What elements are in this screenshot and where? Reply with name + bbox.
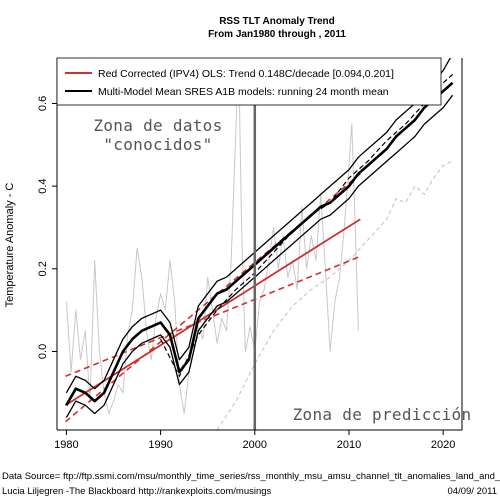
chart-title: RSS TLT Anomaly Trend xyxy=(219,16,335,27)
legend: Red Corrected (IPV4) OLS: Trend 0.148C/d… xyxy=(56,57,442,106)
y-tick-label: 0.0 xyxy=(37,344,49,359)
axes-layer: 1980 1990 2000 2010 2020 0.0 0.2 0.4 0.6 xyxy=(37,58,463,451)
y-axis-label: Temperature Anomaly - C xyxy=(4,183,16,308)
x-tick-label: 2010 xyxy=(337,439,361,451)
zone-known-line2: "conocidos" xyxy=(103,135,212,154)
x-tick-label: 2020 xyxy=(431,439,455,451)
y-tick-label: 0.2 xyxy=(37,261,49,276)
footer-author: Lucia Liljegren -The Blackboard http://r… xyxy=(2,486,272,497)
annotations: Zona de datos "conocidos" Zona de predic… xyxy=(93,116,471,424)
chart-subtitle: From Jan1980 through , 2011 xyxy=(208,29,346,40)
legend-entry-black: Multi-Model Mean SRES A1B models: runnin… xyxy=(98,86,389,98)
series-3-black-thick xyxy=(65,81,454,406)
legend-box xyxy=(56,57,442,106)
x-tick-label: 2000 xyxy=(243,439,267,451)
zone-known-line1: Zona de datos xyxy=(93,116,222,135)
series-8-gray-monthly xyxy=(65,61,359,414)
series-5-black-thin xyxy=(65,94,454,418)
legend-entry-red: Red Corrected (IPV4) OLS: Trend 0.148C/d… xyxy=(98,68,394,80)
data-layer xyxy=(64,58,454,430)
series-4-black-thin xyxy=(65,58,452,394)
y-tick-label: 0.4 xyxy=(37,178,49,193)
zone-prediction: Zona de predicción xyxy=(293,405,472,424)
series-7-gray-dashed xyxy=(216,160,453,430)
footer-date: 04/09/ 2011 xyxy=(447,486,497,497)
plot-area xyxy=(64,58,454,430)
x-tick-label: 1990 xyxy=(148,439,172,451)
footer-source: Data Source= ftp://ftp.ssmi.com/msu/mont… xyxy=(2,471,500,482)
y-tick-label: 0.6 xyxy=(37,96,49,111)
x-tick-label: 1980 xyxy=(54,439,78,451)
